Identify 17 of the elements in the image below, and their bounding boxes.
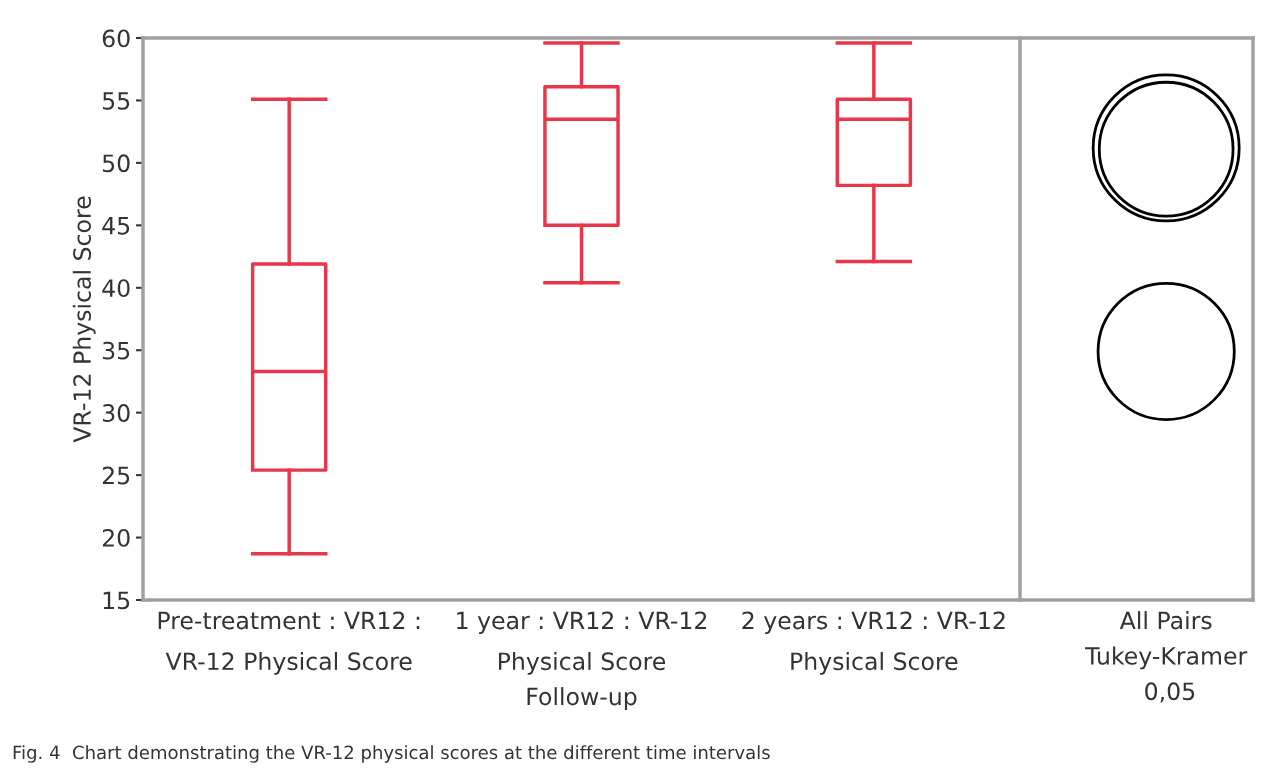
y-tick-label: 15 (103, 591, 130, 610)
y-tick-label: 25 (102, 466, 130, 485)
x-tick-label: All Pairs Tukey-Kramer 0,05 (1085, 611, 1248, 703)
x-tick-label: 1 year : VR12 : VR-12 Physical Score (457, 611, 707, 675)
y-tick-label: 55 (102, 92, 130, 110)
x-tick-label: 2 years : VR12 : VR-12 Physical Score (742, 611, 1005, 675)
y-tick-label: 60 (102, 29, 130, 48)
y-tick-label: 35 (102, 341, 130, 360)
y-tick-label: 50 (102, 154, 130, 173)
y-tick-label: 40 (102, 279, 130, 298)
y-axis-title: VR-12 Physical Score (72, 196, 96, 443)
caption: Fig. 4 Chart demonstrating the VR-12 physical scores at the different time intervals (13, 745, 770, 763)
x-tick-label: Pre-treatment : VR12 : VR-12 Physical Score (158, 611, 420, 675)
y-tick-label: 20 (102, 529, 130, 547)
y-tick-label: 45 (102, 217, 130, 235)
x-axis-title: Follow-up (527, 687, 637, 710)
y-tick-label: 30 (102, 404, 130, 422)
